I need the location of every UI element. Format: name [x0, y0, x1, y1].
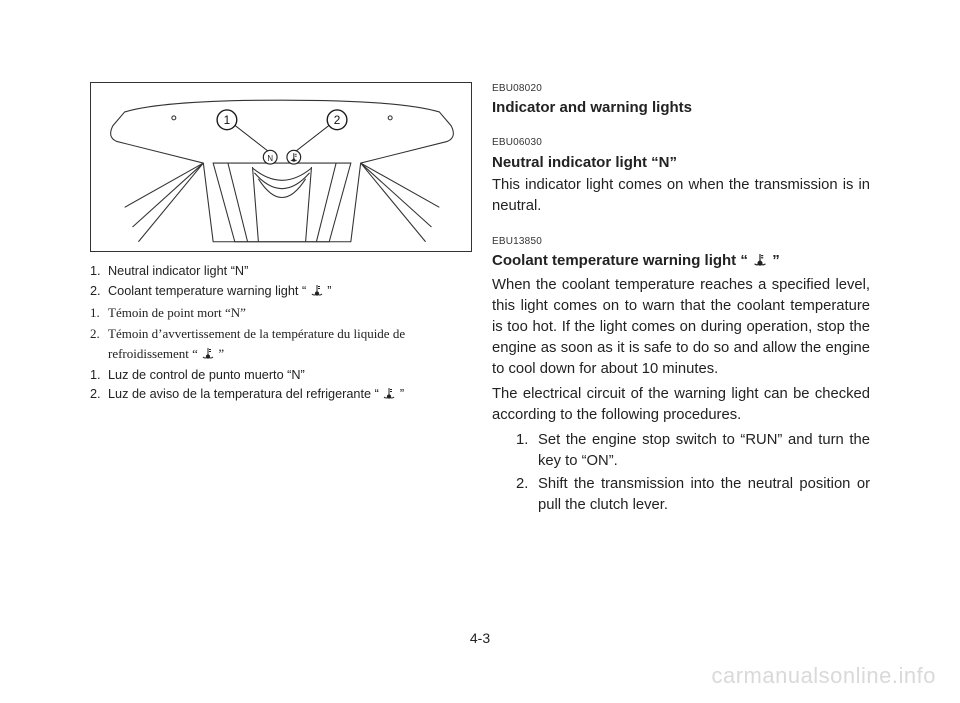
- ref-code: EBU13850: [492, 235, 870, 249]
- caption-fr-2: 2. Témoin d’avvertissement de la tempéra…: [90, 324, 460, 366]
- right-column: EBU08020 Indicator and warning lights EB…: [492, 82, 870, 518]
- ref-code: EBU08020: [492, 82, 870, 96]
- caption-text: Coolant temperature warning light “ ”: [108, 282, 460, 304]
- caption-text-post: ”: [400, 387, 404, 401]
- figure-captions: 1. Neutral indicator light “N” 2. Coolan…: [90, 262, 460, 407]
- title-post: ”: [768, 252, 780, 269]
- caption-text: Témoin d’avvertissement de la températur…: [108, 324, 460, 366]
- section-title: Coolant temperature warning light “ ”: [492, 250, 870, 273]
- caption-num: 1.: [90, 303, 108, 323]
- caption-num: 2.: [90, 385, 108, 407]
- manual-page: N 1 2: [0, 0, 960, 703]
- caption-num: 1.: [90, 366, 108, 386]
- caption-text-pre: Témoin d’avvertissement de la températur…: [108, 326, 405, 361]
- item-text: Shift the transmission into the neutral …: [538, 474, 870, 516]
- item-text: Set the engine stop switch to “RUN” and …: [538, 430, 870, 472]
- dashboard-figure: N 1 2: [90, 82, 472, 252]
- list-item: 1. Set the engine stop switch to “RUN” a…: [516, 430, 870, 472]
- section-body: This indicator light comes on when the t…: [492, 175, 870, 217]
- title-pre: Coolant temperature warning light “: [492, 252, 752, 269]
- caption-text-post: ”: [218, 346, 224, 361]
- caption-text: Luz de aviso de la temperatura del refri…: [108, 385, 460, 407]
- caption-num: 2.: [90, 282, 108, 304]
- section-body: The electrical circuit of the warning li…: [492, 384, 870, 426]
- section-title: Indicator and warning lights: [492, 97, 870, 118]
- section-indicator-warning: EBU08020 Indicator and warning lights: [492, 82, 870, 118]
- item-num: 1.: [516, 430, 538, 472]
- caption-fr-1: 1. Témoin de point mort “N”: [90, 303, 460, 323]
- caption-text: Neutral indicator light “N”: [108, 262, 460, 282]
- section-body: When the coolant temperature reaches a s…: [492, 275, 870, 380]
- callout-2: 2: [334, 113, 341, 127]
- caption-text-pre: Coolant temperature warning light “: [108, 284, 306, 298]
- item-num: 2.: [516, 474, 538, 516]
- coolant-temp-icon: [752, 252, 768, 273]
- section-coolant-temp: EBU13850 Coolant temperature warning lig…: [492, 235, 870, 516]
- procedure-list: 1. Set the engine stop switch to “RUN” a…: [492, 430, 870, 516]
- callout-1: 1: [224, 113, 231, 127]
- caption-num: 2.: [90, 324, 108, 366]
- left-column: N 1 2: [90, 82, 460, 407]
- caption-text: Témoin de point mort “N”: [108, 303, 460, 323]
- coolant-temp-icon: [201, 346, 215, 366]
- caption-num: 1.: [90, 262, 108, 282]
- caption-text: Luz de control de punto muerto “N”: [108, 366, 460, 386]
- page-number: 4-3: [0, 630, 960, 646]
- caption-es-2: 2. Luz de aviso de la temperatura del re…: [90, 385, 460, 407]
- coolant-temp-icon: [382, 387, 396, 407]
- dashboard-svg: N 1 2: [105, 93, 459, 243]
- caption-text-post: ”: [327, 284, 331, 298]
- coolant-temp-icon: [310, 284, 324, 304]
- ref-code: EBU06030: [492, 136, 870, 150]
- watermark: carmanualsonline.info: [711, 663, 936, 689]
- caption-en-1: 1. Neutral indicator light “N”: [90, 262, 460, 282]
- caption-en-2: 2. Coolant temperature warning light “ ”: [90, 282, 460, 304]
- indicator-n-label: N: [267, 154, 273, 163]
- caption-es-1: 1. Luz de control de punto muerto “N”: [90, 366, 460, 386]
- section-title: Neutral indicator light “N”: [492, 152, 870, 173]
- caption-text-pre: Luz de aviso de la temperatura del refri…: [108, 387, 379, 401]
- list-item: 2. Shift the transmission into the neutr…: [516, 474, 870, 516]
- section-neutral-indicator: EBU06030 Neutral indicator light “N” Thi…: [492, 136, 870, 216]
